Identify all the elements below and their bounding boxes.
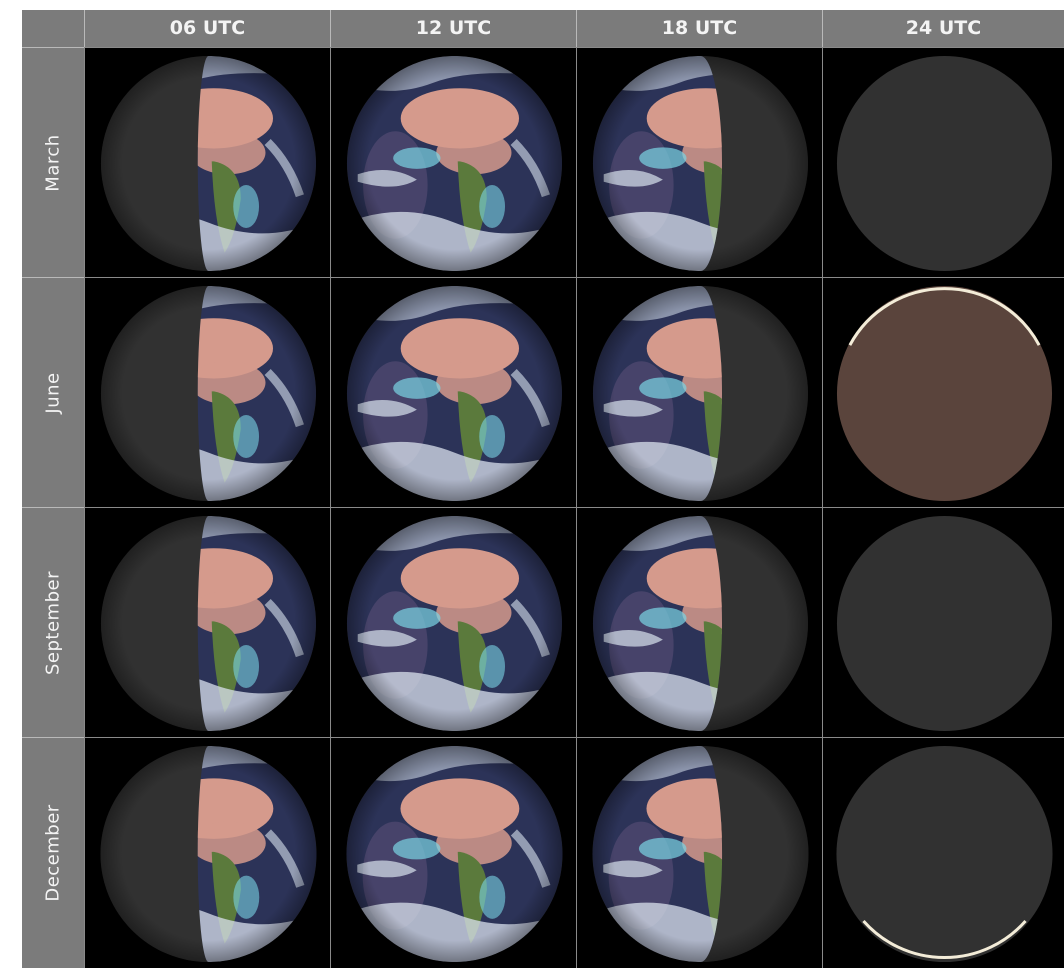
row-header-june: June: [22, 277, 84, 507]
row-label-march: March: [42, 133, 64, 192]
globe-june-24utc: [822, 277, 1064, 507]
globe-march-12utc: [330, 47, 576, 277]
globe-september-18utc: [576, 507, 822, 737]
globe-december-24utc: [822, 737, 1064, 968]
globe-september-24utc: [822, 507, 1064, 737]
row-label-june: June: [42, 371, 64, 414]
globe-march-18utc: [576, 47, 822, 277]
globe-december-12utc: [330, 737, 576, 968]
globe-march-06utc: [84, 47, 330, 277]
row-label-december: December: [42, 804, 64, 902]
row-header-december: December: [22, 737, 84, 968]
row-header-september: September: [22, 507, 84, 737]
globe-september-06utc: [84, 507, 330, 737]
row-label-september: September: [42, 570, 64, 675]
globe-december-06utc: [84, 737, 330, 968]
corner-cell: [22, 10, 84, 47]
globe-june-06utc: [84, 277, 330, 507]
globe-june-18utc: [576, 277, 822, 507]
column-header-18utc: 18 UTC: [576, 10, 822, 47]
globe-september-12utc: [330, 507, 576, 737]
globe-march-24utc: [822, 47, 1064, 277]
globe-december-18utc: [576, 737, 822, 968]
row-header-march: March: [22, 47, 84, 277]
column-header-12utc: 12 UTC: [330, 10, 576, 47]
satellite-image-grid: 06 UTC 12 UTC 18 UTC 24 UTC March June S…: [22, 10, 1064, 968]
column-header-24utc: 24 UTC: [822, 10, 1064, 47]
globe-june-12utc: [330, 277, 576, 507]
column-header-06utc: 06 UTC: [84, 10, 330, 47]
